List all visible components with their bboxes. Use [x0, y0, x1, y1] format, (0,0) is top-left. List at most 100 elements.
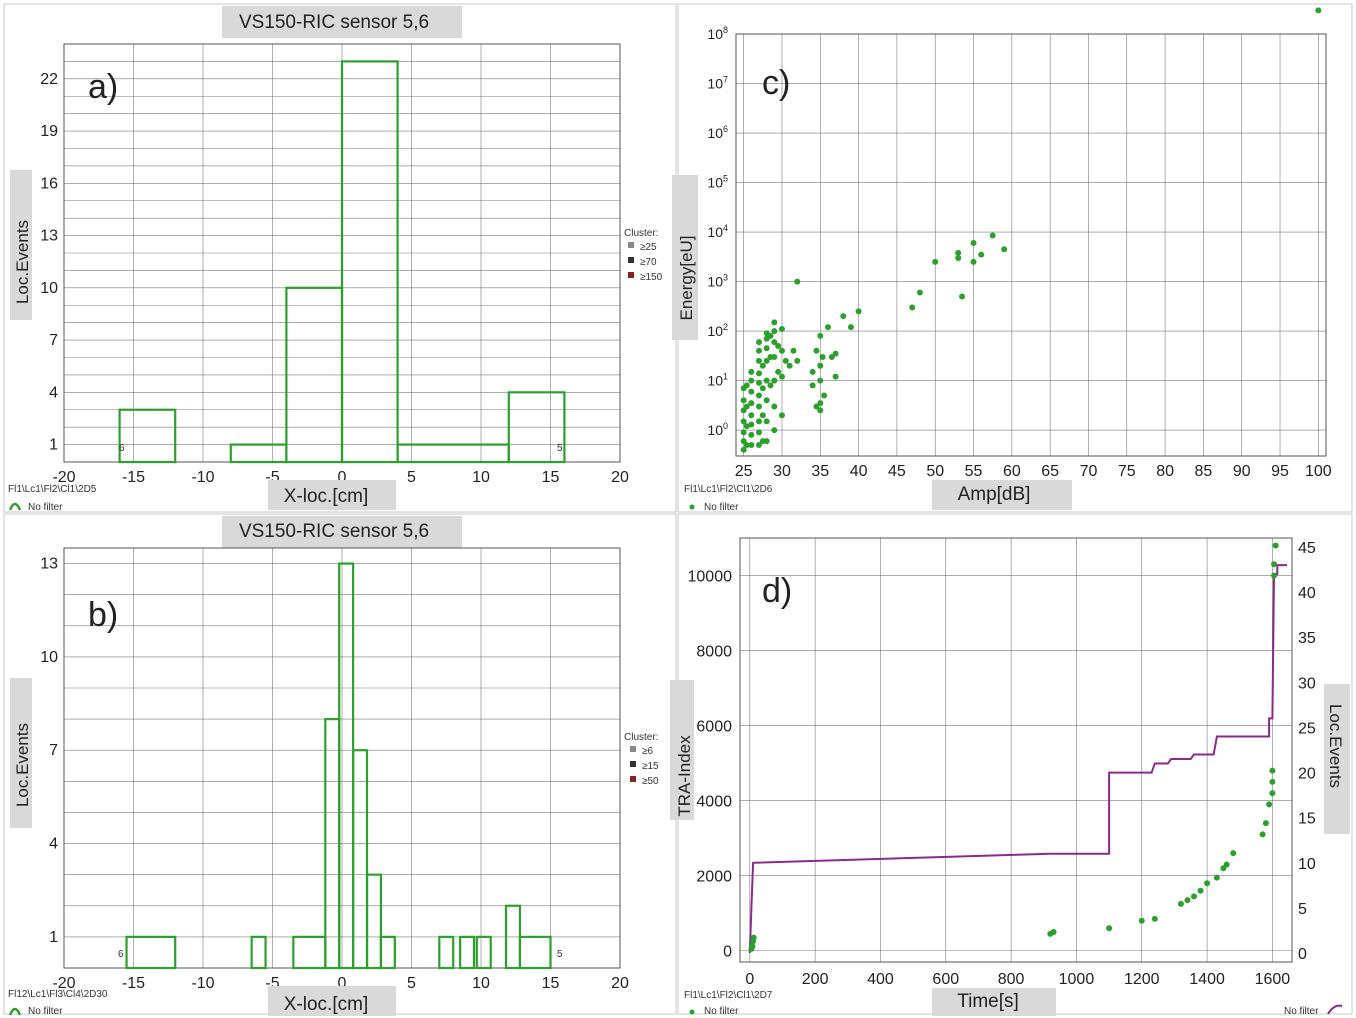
- y-tick-label: 108: [707, 25, 728, 42]
- no-filter-icon: [8, 502, 22, 511]
- x-tick-label: 35: [811, 463, 829, 480]
- scatter-point: [755, 403, 762, 410]
- y-tick-label: 19: [40, 123, 58, 140]
- y-tick-label: 105: [707, 174, 728, 191]
- scatter-point: [748, 431, 755, 438]
- scatter-point: [755, 357, 762, 364]
- panel-a-legend: Cluster: ≥25 ≥70 ≥150: [624, 228, 663, 283]
- scatter-point: [955, 254, 962, 261]
- scatter-point: [1197, 887, 1204, 894]
- panel-a-ylabel: Loc.Events: [13, 220, 32, 304]
- panel-a-marker-left: 6: [119, 443, 125, 454]
- scatter-point: [1315, 7, 1322, 14]
- scatter-point: [1269, 790, 1276, 797]
- scatter-point: [763, 438, 770, 445]
- histogram-bar: [438, 935, 455, 970]
- legend-marker-icon: [628, 257, 634, 263]
- panel-b-xlabel-bg: [268, 986, 396, 1016]
- scatter-point: [778, 347, 785, 354]
- scatter-point: [743, 442, 750, 449]
- y-tick-label: 10: [40, 649, 58, 666]
- legend-marker-icon: [628, 272, 634, 278]
- scatter-point: [970, 240, 977, 247]
- scatter-point: [771, 377, 778, 384]
- scatter-point: [763, 357, 770, 364]
- scatter-point: [763, 377, 770, 384]
- scatter-point: [824, 324, 831, 331]
- y-tick-label: 4: [49, 836, 58, 853]
- step-line-series: [748, 564, 1288, 954]
- scatter-point: [749, 943, 756, 950]
- scatter-point: [794, 278, 801, 285]
- scatter-point: [1271, 561, 1278, 568]
- scatter-point: [817, 377, 824, 384]
- y-tick-label: 100: [707, 421, 728, 438]
- scatter-point: [1259, 831, 1266, 838]
- y-tick-label: 106: [707, 124, 728, 141]
- panel-c-ylabel-bg: [672, 175, 698, 340]
- y2-tick-label: 0: [1298, 946, 1307, 963]
- panel-a-label: a): [88, 68, 118, 106]
- x-tick-label: 70: [1080, 463, 1098, 480]
- x-tick-label: 1400: [1189, 971, 1225, 988]
- scatter-point: [748, 400, 755, 407]
- plot-border: [735, 33, 1327, 457]
- x-tick-label: -10: [191, 469, 214, 486]
- x-tick-label: 0: [338, 975, 347, 992]
- x-tick-label: 600: [932, 971, 959, 988]
- scatter-point: [1223, 861, 1230, 868]
- scatter-point: [771, 319, 778, 326]
- scatter-point: [755, 392, 762, 399]
- scatter-point: [771, 403, 778, 410]
- scatter-point: [755, 379, 762, 386]
- scatter-point: [1271, 572, 1278, 579]
- panel-c-xlabel: Amp[dB]: [958, 484, 1031, 505]
- scatter-point: [743, 382, 750, 389]
- legend-marker-icon: [628, 242, 634, 248]
- panel-c-xlabel-bg: [932, 480, 1072, 510]
- panel-b-ylabel: Loc.Events: [13, 723, 32, 807]
- panel-b-label: b): [88, 596, 118, 634]
- y2-tick-label: 45: [1298, 540, 1316, 557]
- scatter-point: [855, 308, 862, 315]
- scatter-point: [1262, 820, 1269, 827]
- panel-c: 25 30 35 40 45 50 55 60 65 70 75 80 85 90 95 100 100 101 1…: [672, 7, 1332, 513]
- scatter-point: [743, 403, 750, 410]
- panel-c-frame: [677, 3, 1353, 513]
- x-tick-label: 55: [965, 463, 983, 480]
- x-tick-label: 60: [1003, 463, 1021, 480]
- panel-a-marker-right: 5: [557, 443, 563, 454]
- y-tick-label: 16: [40, 175, 58, 192]
- y-tick-label: 13: [40, 556, 58, 573]
- x-tick-label: 10: [472, 469, 490, 486]
- histogram-bar: [507, 391, 566, 464]
- legend-marker-icon: [630, 746, 636, 752]
- panel-a-title: VS150-RIC sensor 5,6: [239, 12, 429, 33]
- x-tick-label: 200: [802, 971, 829, 988]
- scatter-point: [794, 357, 801, 364]
- panel-c-ticks: 25 30 35 40 45 50 55 60 65 70 75 80 85 90 95 100 100 101 1…: [707, 25, 1331, 480]
- y-tick-label: 4: [49, 384, 58, 401]
- scatter-point: [847, 324, 854, 331]
- panel-d-footer-code: Fl1\Lc1\Fl2\Cl1\2D7: [684, 990, 773, 1001]
- x-tick-label: 10: [472, 975, 490, 992]
- y-tick-label: 8000: [696, 644, 732, 661]
- x-tick-label: 40: [850, 463, 868, 480]
- x-tick-label: 5: [407, 469, 416, 486]
- histogram-bar: [459, 935, 476, 970]
- panel-d-frame: [677, 513, 1353, 1015]
- panel-a-xlabel-bg: [268, 480, 396, 510]
- y-tick-label: 1: [49, 437, 58, 454]
- scatter-point: [759, 362, 766, 369]
- histogram-bar: [340, 60, 399, 464]
- y2-tick-label: 10: [1298, 856, 1316, 873]
- panel-d-label: d): [762, 572, 792, 610]
- y2-tick-label: 15: [1298, 811, 1316, 828]
- panel-b-legend-item: ≥15: [642, 761, 659, 772]
- panel-c-footer-filter: No filter: [704, 502, 739, 513]
- scatter-point: [970, 258, 977, 265]
- legend-marker-icon: [630, 761, 636, 767]
- scatter-point: [819, 353, 826, 360]
